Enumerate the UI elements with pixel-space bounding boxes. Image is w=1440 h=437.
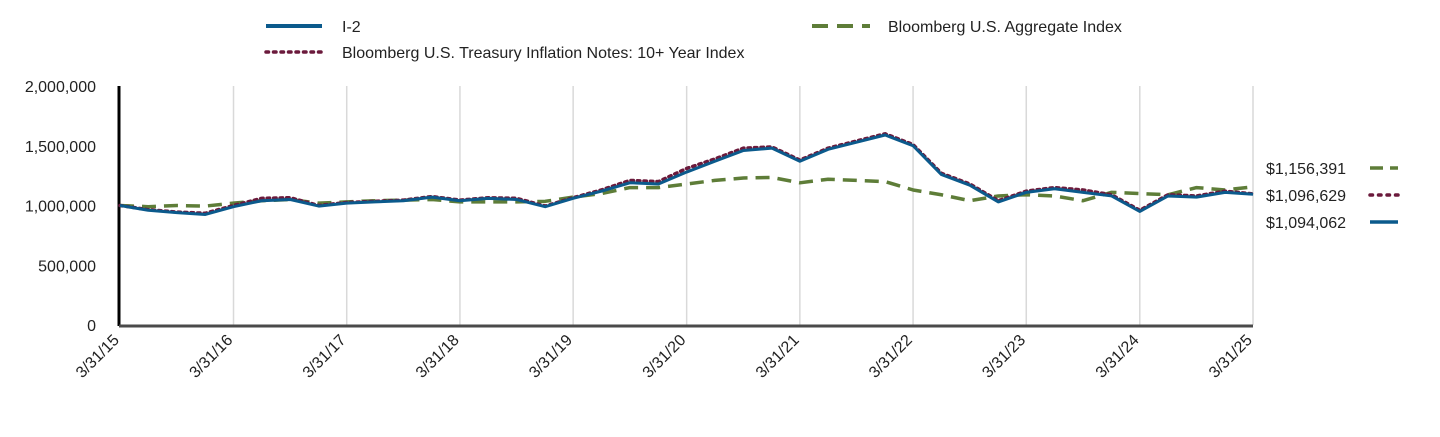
x-tick-label: 3/31/25 <box>1206 332 1256 382</box>
x-tick-label: 3/31/24 <box>1093 332 1143 382</box>
x-tick-label: 3/31/21 <box>753 332 803 382</box>
legend-label-0: I-2 <box>342 19 361 36</box>
legend-label-2: Bloomberg U.S. Aggregate Index <box>888 19 1122 36</box>
x-tick-label: 3/31/18 <box>413 332 463 382</box>
y-tick-label: 500,000 <box>38 258 96 275</box>
legend-label-1: Bloomberg U.S. Treasury Inflation Notes:… <box>342 45 744 62</box>
y-tick-label: 0 <box>87 318 96 335</box>
y-tick-label: 2,000,000 <box>25 79 96 96</box>
x-tick-label: 3/31/22 <box>866 332 916 382</box>
end-value-label-2: $1,156,391 <box>1266 161 1346 178</box>
gridlines <box>232 86 1254 325</box>
legend: I-2 Bloomberg U.S. Treasury Inflation Not… <box>264 19 1122 62</box>
axes: 0 500,000 1,000,000 1,500,000 2,000,000 3/31/… <box>25 79 1256 382</box>
series-line-0 <box>119 133 1254 216</box>
end-value-label-1: $1,096,629 <box>1266 188 1346 205</box>
end-value-label-0: $1,094,062 <box>1266 215 1346 232</box>
x-tick-label: 3/31/15 <box>73 332 123 382</box>
x-tick-label: 3/31/19 <box>526 332 576 382</box>
end-value-labels: $1,156,391 $1,096,629 $1,094,062 <box>1266 161 1400 232</box>
x-tick-label: 3/31/17 <box>300 332 350 382</box>
x-tick-label: 3/31/20 <box>640 332 690 382</box>
x-tick-label: 3/31/23 <box>979 332 1029 382</box>
series-lines <box>118 132 1255 216</box>
y-tick-label: 1,000,000 <box>25 199 96 216</box>
y-tick-label: 1,500,000 <box>25 139 96 156</box>
x-tick-label: 3/31/16 <box>187 332 237 382</box>
